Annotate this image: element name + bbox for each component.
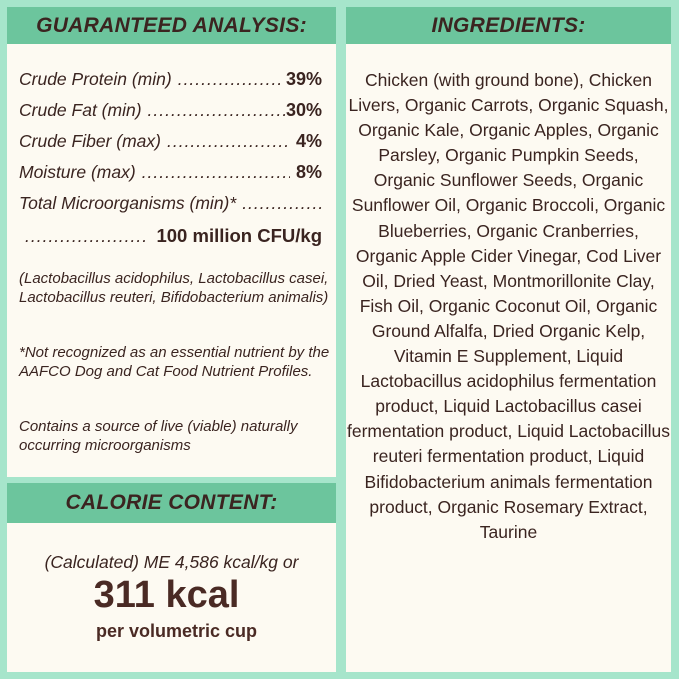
live-note: Contains a source of live (viable) natur… (19, 418, 298, 454)
analysis-label: Crude Fiber (max) (19, 131, 161, 151)
analysis-value: 100 million CFU/kg (156, 225, 322, 246)
analysis-row: Moisture (max)..........................… (19, 162, 322, 182)
ingredients-title: INGREDIENTS: (346, 7, 671, 44)
analysis-label: Crude Protein (min) (19, 69, 172, 89)
analysis-value: 8% (295, 162, 322, 182)
ingredients-text: Chicken (with ground bone), Chicken Live… (347, 70, 670, 542)
analysis-value: 39% (285, 69, 322, 89)
analysis-value: 4% (295, 131, 322, 151)
analysis-row: Crude Fat (min).........................… (19, 100, 322, 120)
micro-value-row: ..............................100 millio… (25, 225, 322, 246)
analysis-value: 30% (285, 100, 322, 120)
analysis-label: Total Microorganisms (min)* (19, 193, 237, 213)
micro-row: Total Microorganisms (min)*.............… (19, 193, 322, 213)
kcal-value: 311 kcal (93, 574, 240, 616)
analysis-row: Crude Fiber (max).......................… (19, 131, 322, 151)
analysis-label: Moisture (max) (19, 162, 136, 182)
guaranteed-analysis-title: GUARANTEED ANALYSIS: (7, 7, 336, 44)
analysis-row: Crude Protein (min).....................… (19, 69, 322, 89)
per-cup-text: per volumetric cup (95, 621, 258, 641)
aafco-footnote: *Not recognized as an essential nutrient… (19, 344, 330, 380)
calorie-content-panel: CALORIE CONTENT: (Calculated) ME 4,586 k… (7, 483, 336, 672)
analysis-label: Crude Fat (min) (19, 100, 142, 120)
ingredients-list: Chicken (with ground bone), Chicken Live… (346, 68, 671, 545)
guaranteed-analysis-panel: GUARANTEED ANALYSIS: Crude Protein (min)… (7, 7, 336, 477)
strains-note: (Lactobacillus acidophilus, Lactobacillu… (19, 270, 329, 306)
calorie-content-title: CALORIE CONTENT: (7, 483, 336, 523)
ingredients-panel: INGREDIENTS: Chicken (with ground bone),… (346, 7, 671, 672)
calculated-text: (Calculated) ME 4,586 kcal/kg or (44, 552, 299, 572)
